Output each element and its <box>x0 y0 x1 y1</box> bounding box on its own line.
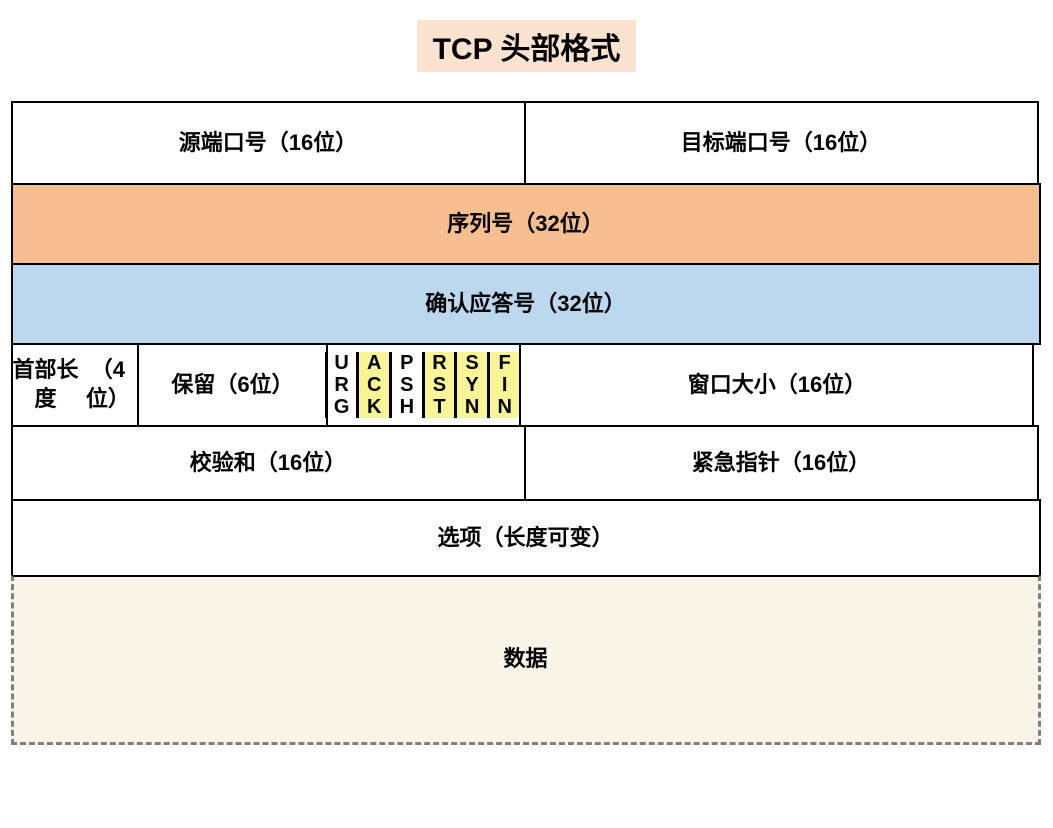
flags-group: URGACKPSHRSTSYNFIN <box>326 343 522 427</box>
row-ack: 确认应答号（32位） <box>12 264 1042 344</box>
row-checksum: 校验和（16位） 紧急指针（16位） <box>12 426 1042 500</box>
cell-data: 数据 <box>11 575 1041 745</box>
cell-dest-port: 目标端口号（16位） <box>524 101 1039 185</box>
flag-psh: PSH <box>390 352 424 418</box>
cell-ack-number: 确认应答号（32位） <box>11 263 1041 345</box>
flag-ack: ACK <box>357 352 391 418</box>
row-options: 选项（长度可变） <box>12 500 1042 576</box>
tcp-header-table: 源端口号（16位） 目标端口号（16位） 序列号（32位） 确认应答号（32位）… <box>12 102 1042 744</box>
title-wrap: TCP 头部格式 <box>10 20 1043 72</box>
cell-header-length: 首部长度（4位） <box>11 343 140 427</box>
cell-sequence-number: 序列号（32位） <box>11 183 1041 265</box>
cell-options: 选项（长度可变） <box>11 499 1041 577</box>
row-flags: 首部长度（4位） 保留（6位） URGACKPSHRSTSYNFIN 窗口大小（… <box>12 344 1042 426</box>
flag-syn: SYN <box>455 352 489 418</box>
flag-rst: RST <box>423 352 457 418</box>
cell-window-size: 窗口大小（16位） <box>519 343 1034 427</box>
cell-urgent-pointer: 紧急指针（16位） <box>524 425 1039 501</box>
diagram-title: TCP 头部格式 <box>417 20 637 72</box>
row-seq: 序列号（32位） <box>12 184 1042 264</box>
flag-urg: URG <box>325 352 359 418</box>
cell-checksum: 校验和（16位） <box>11 425 526 501</box>
cell-reserved: 保留（6位） <box>137 343 328 427</box>
flag-fin: FIN <box>488 352 522 418</box>
row-ports: 源端口号（16位） 目标端口号（16位） <box>12 102 1042 184</box>
cell-source-port: 源端口号（16位） <box>11 101 526 185</box>
row-data: 数据 <box>12 576 1042 744</box>
